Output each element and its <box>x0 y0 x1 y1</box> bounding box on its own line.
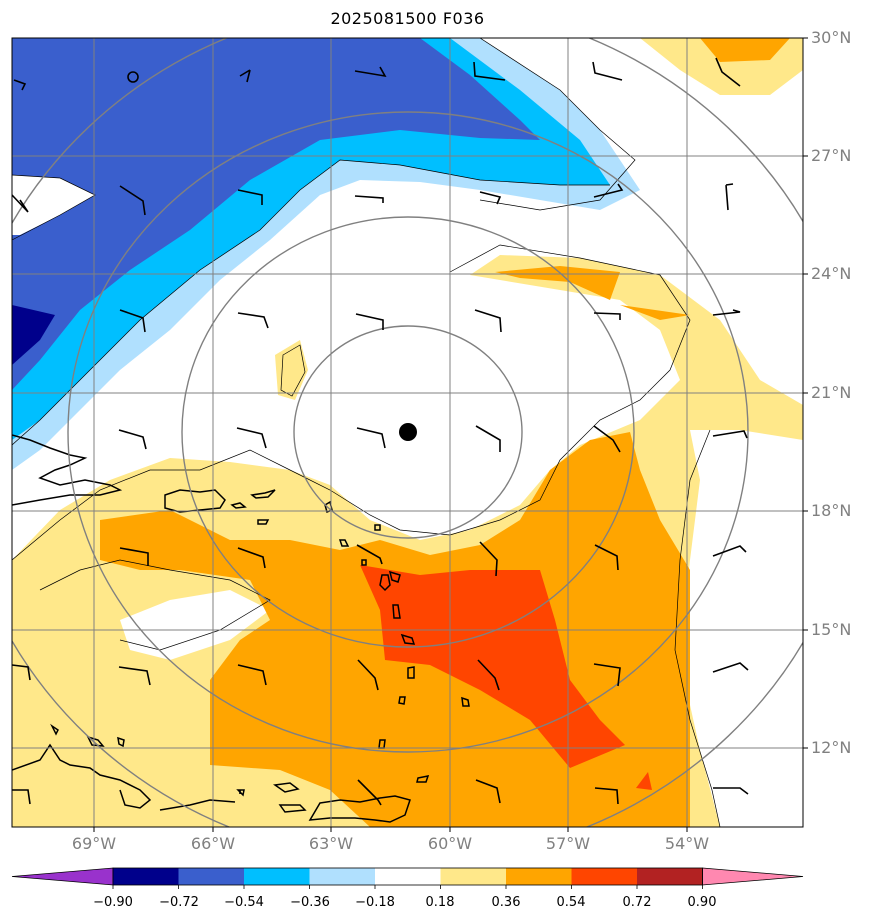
lat-label: 21°N <box>811 383 852 402</box>
dark-blue-region <box>12 305 55 365</box>
colorbar-swatch <box>113 868 179 885</box>
lon-label: 63°W <box>308 834 354 853</box>
lat-label: 18°N <box>811 501 852 520</box>
axis-ticks <box>93 37 808 832</box>
lat-label: 30°N <box>811 28 852 47</box>
lon-label: 66°W <box>190 834 236 853</box>
contour-lines <box>12 38 721 827</box>
orange-ne-corner <box>700 38 790 62</box>
colorbar-swatch <box>178 868 244 885</box>
colorbar-extend-high <box>702 867 804 886</box>
colorbar-tick-label: 0.54 <box>556 895 586 910</box>
map-frame <box>11 37 804 828</box>
red-orange-speck <box>636 772 652 790</box>
colorbar-tick-label: 0.36 <box>491 895 521 910</box>
colorbar-swatch <box>571 868 637 885</box>
lat-label: 24°N <box>811 264 852 283</box>
white-ne-region <box>680 430 803 827</box>
colorbar-swatch <box>440 868 506 885</box>
map-title: 2025081500 F036 <box>330 9 485 28</box>
storm-center-marker <box>399 423 417 441</box>
range-rings <box>12 38 803 827</box>
colorbar-extend-low <box>11 867 114 886</box>
white-south-region <box>120 590 270 660</box>
lon-label: 54°W <box>664 834 710 853</box>
colorbar-tick-label: −0.72 <box>159 895 199 910</box>
lat-label: 15°N <box>811 620 852 639</box>
colorbar-tick-label: −0.90 <box>93 895 133 910</box>
orange-ne-band-2 <box>620 305 690 320</box>
colorbar-frame <box>112 867 703 886</box>
map-area <box>12 38 803 827</box>
colorbar <box>11 867 804 889</box>
wind-barbs <box>12 57 749 806</box>
red-orange-region <box>360 565 625 768</box>
lon-label: 69°W <box>71 834 117 853</box>
colorbar-tick-label: 0.90 <box>687 895 717 910</box>
colorbar-tick-label: −0.54 <box>224 895 264 910</box>
colorbar-swatch <box>637 868 703 885</box>
lat-label: 12°N <box>811 738 852 757</box>
colorbar-tick-label: 0.72 <box>622 895 652 910</box>
blue-region <box>12 38 540 390</box>
colorbar-swatch <box>375 868 441 885</box>
colorbar-swatch <box>309 868 375 885</box>
colorbar-tick-label: −0.18 <box>355 895 395 910</box>
colorbar-tick-label: 0.18 <box>425 895 455 910</box>
grid-lines <box>12 38 803 827</box>
lon-label: 60°W <box>427 834 473 853</box>
lon-label: 57°W <box>545 834 591 853</box>
colorbar-swatch <box>244 868 310 885</box>
lat-label: 27°N <box>811 146 852 165</box>
colorbar-swatch <box>506 868 572 885</box>
colorbar-tick-label: −0.36 <box>290 895 330 910</box>
